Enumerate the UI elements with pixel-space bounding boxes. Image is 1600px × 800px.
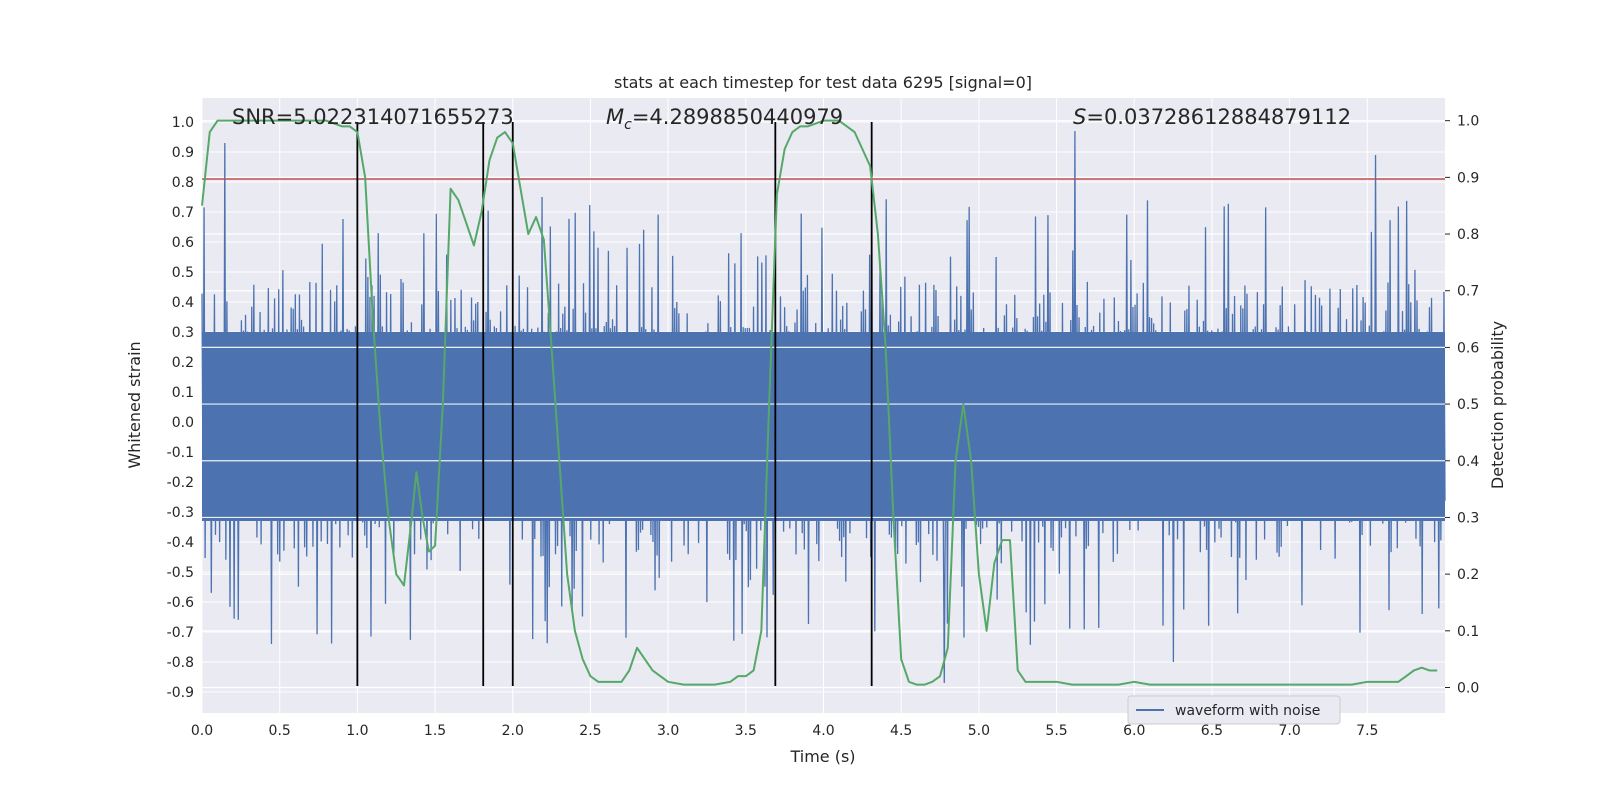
y-tick-label: -0.5 (167, 565, 194, 581)
y-tick-label: 0.7 (172, 205, 194, 221)
x-tick-label: 1.5 (424, 723, 446, 739)
legend: waveform with noise (1127, 695, 1341, 725)
waveform-core-band (202, 332, 1445, 521)
y-tick-label: 0.1 (172, 385, 194, 401)
x-tick-label: 7.5 (1356, 723, 1378, 739)
chirp-mass-value: =4.2898850440979 (632, 105, 843, 129)
y-tick-label: -0.4 (167, 535, 194, 551)
x-tick-label: 6.5 (1201, 723, 1223, 739)
probability-series (201, 119, 1438, 686)
y-tick-label: -0.1 (167, 445, 194, 461)
right-y-tick-label: 0.7 (1457, 284, 1479, 300)
chart-title: stats at each timestep for test data 629… (614, 73, 1032, 92)
y-tick-label: 0.2 (172, 355, 194, 371)
y-tick-label: 0.6 (172, 235, 194, 251)
x-tick-label: 4.0 (812, 723, 834, 739)
y-tick-label: -0.3 (167, 505, 194, 521)
right-y-tick-label: 0.2 (1457, 567, 1479, 583)
x-tick-label: 3.0 (657, 723, 679, 739)
waveform-series (201, 130, 1446, 684)
y-tick-label: 0.0 (172, 415, 194, 431)
x-tick-labels: 0.0 0.5 1.0 1.5 2.0 2.5 3.0 3.5 4.0 4.5 5.0 5.5 6.0 6… (191, 723, 1379, 739)
s-symbol: S (1073, 105, 1086, 129)
y-tick-labels: 1.0 0.9 0.8 0.7 0.6 0.5 0.4 0.3 0.2 0.1 0.0 -0.1 -0.… (167, 115, 194, 701)
y-tick-label: 0.3 (172, 325, 194, 341)
right-y-tick-label: 0.0 (1457, 680, 1479, 696)
right-y-tick-label: 0.3 (1457, 510, 1479, 526)
y-tick-label: 0.8 (172, 175, 194, 191)
vertical-markers (356, 122, 873, 686)
right-y-tick-label: 0.9 (1457, 170, 1479, 186)
y-tick-label: -0.8 (167, 655, 194, 671)
x-tick-label: 7.0 (1278, 723, 1300, 739)
x-tick-label: 4.5 (890, 723, 912, 739)
legend-box (1127, 695, 1341, 725)
right-y-tick-label: 0.8 (1457, 227, 1479, 243)
right-y-tick-label: 1.0 (1457, 114, 1479, 130)
y-axis-label: Whitened strain (125, 341, 144, 468)
y-tick-label: -0.9 (167, 685, 194, 701)
right-y-axis-label: Detection probability (1488, 321, 1507, 489)
chirp-mass-subscript: c (624, 117, 632, 133)
y-tick-label: 0.5 (172, 265, 194, 281)
legend-label-waveform: waveform with noise (1175, 703, 1320, 719)
x-tick-label: 3.5 (735, 723, 757, 739)
x-tick-label: 0.5 (269, 723, 291, 739)
x-tick-label: 2.5 (579, 723, 601, 739)
right-y-tick-label: 0.6 (1457, 340, 1479, 356)
right-y-tick-label: 0.1 (1457, 624, 1479, 640)
y-tick-label: -0.2 (167, 475, 194, 491)
x-tick-label: 2.0 (502, 723, 524, 739)
right-y-tick-labels: 1.0 0.9 0.8 0.7 0.6 0.5 0.4 0.3 0.2 0.1 0.0 (1445, 114, 1479, 696)
y-tick-label: 0.9 (172, 145, 194, 161)
x-tick-label: 0.0 (191, 723, 213, 739)
y-tick-label: -0.6 (167, 595, 194, 611)
chirp-mass-annotation: Mc=4.2898850440979 (606, 105, 843, 133)
x-tick-label: 1.0 (346, 723, 368, 739)
y-tick-label: 1.0 (172, 115, 194, 131)
x-tick-label: 5.5 (1045, 723, 1067, 739)
right-y-tick-label: 0.5 (1457, 397, 1479, 413)
right-y-tick-label: 0.4 (1457, 454, 1479, 470)
y-tick-label: -0.7 (167, 625, 194, 641)
detection-probability-line (201, 119, 1438, 686)
x-tick-label: 5.0 (968, 723, 990, 739)
chirp-mass-symbol: M (606, 105, 624, 129)
x-tick-label: 6.0 (1123, 723, 1145, 739)
s-value: =0.03728612884879112 (1086, 105, 1351, 129)
x-axis-label: Time (s) (789, 747, 855, 766)
s-statistic-annotation: S=0.03728612884879112 (1073, 105, 1351, 129)
snr-annotation: SNR=5.022314071655273 (232, 105, 514, 129)
y-tick-label: 0.4 (172, 295, 194, 311)
